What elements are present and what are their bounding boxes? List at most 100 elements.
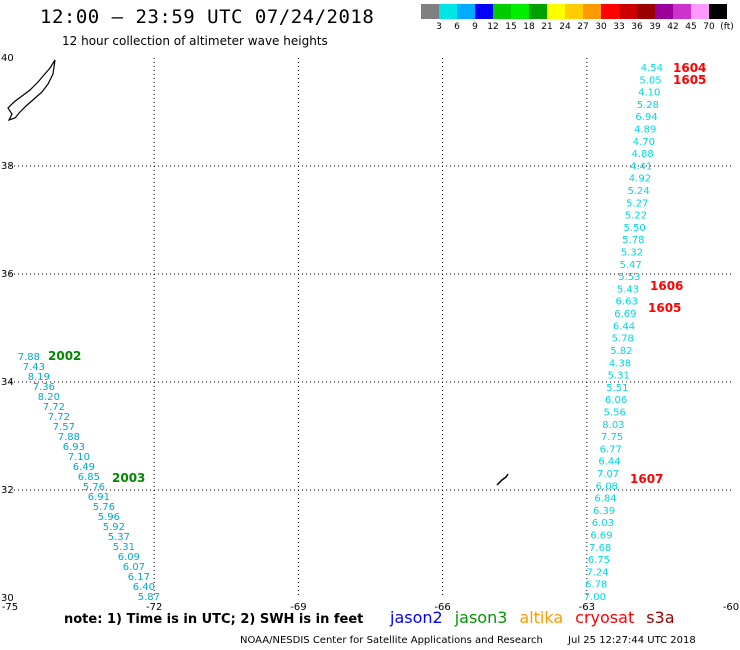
- lon-axis-label: -60: [723, 602, 739, 613]
- swh-value-east: 6.69: [614, 309, 636, 320]
- swh-value-west: 8.20: [38, 392, 60, 403]
- legend-swatch: [493, 4, 511, 19]
- pass-label: 1604: [673, 61, 706, 75]
- swh-value-east: 7.00: [584, 592, 606, 603]
- swh-value-east: 6.77: [600, 444, 622, 455]
- swh-value-west: 6.17: [128, 572, 150, 583]
- swh-value-east: 5.24: [627, 186, 649, 197]
- swh-value-east: 7.07: [597, 469, 619, 480]
- legend-label: 9: [472, 22, 478, 32]
- swh-value-east: 5.22: [625, 211, 647, 222]
- swh-value-west: 7.10: [68, 452, 90, 463]
- swh-value-east: 4.70: [633, 137, 655, 148]
- legend-swatch: [673, 4, 691, 19]
- swh-value-east: 5.78: [622, 235, 644, 246]
- map-subtitle: 12 hour collection of altimeter wave hei…: [62, 34, 328, 48]
- footer-credit: NOAA/NESDIS Center for Satellite Applica…: [240, 635, 543, 646]
- swh-value-east: 5.05: [639, 75, 661, 86]
- legend-swatch: [691, 4, 709, 19]
- swh-value-west: 7.72: [48, 412, 70, 423]
- satellite-jason3: jason3: [454, 608, 508, 627]
- swh-value-east: 6.94: [635, 112, 657, 123]
- swh-value-east: 4.38: [609, 358, 631, 369]
- swh-value-west: 6.09: [118, 552, 140, 563]
- legend-label: 27: [577, 22, 589, 32]
- swh-value-east: 6.39: [593, 506, 615, 517]
- map-title: 12:00 – 23:59 UTC 07/24/2018: [40, 6, 375, 28]
- footer-timestamp: Jul 25 12:27:44 UTC 2018: [568, 635, 696, 646]
- swh-value-east: 7.68: [589, 543, 611, 554]
- legend-label: 30: [595, 22, 607, 32]
- legend-label: 33: [613, 22, 625, 32]
- legend-label: 42: [667, 22, 679, 32]
- legend-swatch: [547, 4, 565, 19]
- swh-value-west: 7.57: [53, 422, 75, 433]
- satellite-jason2: jason2: [390, 608, 443, 627]
- legend-swatch: [601, 4, 619, 19]
- swh-value-east: 6.69: [590, 530, 612, 541]
- swh-value-west: 8.19: [28, 372, 50, 383]
- swh-value-east: 5.28: [637, 100, 659, 111]
- swh-value-east: 4.88: [631, 149, 653, 160]
- swh-value-east: 6.03: [592, 518, 614, 529]
- swh-value-east: 5.56: [604, 407, 626, 418]
- swh-value-west: 6.40: [133, 582, 155, 593]
- lon-axis-label: -72: [146, 602, 162, 613]
- lon-axis-label: -69: [290, 602, 306, 613]
- swh-value-west: 6.07: [123, 562, 145, 573]
- legend-label: 24: [559, 22, 571, 32]
- pass-label: 2002: [48, 349, 81, 363]
- swh-value-west: 5.76: [83, 482, 105, 493]
- legend-swatch: [475, 4, 493, 19]
- swh-value-west: 6.85: [78, 472, 100, 483]
- swh-value-west: 5.37: [108, 532, 130, 543]
- legend-label: 18: [523, 22, 535, 32]
- swh-value-west: 7.43: [23, 362, 45, 373]
- swh-value-east: 6.08: [596, 481, 618, 492]
- legend-swatch: [565, 4, 583, 19]
- swh-value-east: 4.89: [634, 125, 656, 136]
- note-text: note: 1) Time is in UTC; 2) SWH is in fe…: [64, 612, 364, 627]
- swh-value-west: 7.88: [18, 352, 40, 363]
- pass-label: 1607: [630, 472, 663, 486]
- legend-swatch: [655, 4, 673, 19]
- swh-value-east: 5.50: [624, 223, 646, 234]
- swh-value-east: 5.78: [612, 334, 634, 345]
- swh-value-west: 5.31: [113, 542, 135, 553]
- lat-axis-label: 32: [1, 485, 14, 496]
- swh-value-east: 6.75: [588, 555, 610, 566]
- legend-swatch: [439, 4, 457, 19]
- swh-value-east: 7.24: [586, 567, 608, 578]
- lon-axis-label: -75: [2, 602, 18, 613]
- lat-axis-label: 34: [1, 377, 14, 388]
- legend-label: 70: [703, 22, 715, 32]
- pass-label: 1605: [673, 73, 706, 87]
- swh-value-east: 7.75: [601, 432, 623, 443]
- swh-value-east: 5.47: [620, 260, 642, 271]
- legend-swatch: [421, 4, 439, 19]
- legend-swatch: [529, 4, 547, 19]
- swh-value-west: 6.91: [88, 492, 110, 503]
- legend-swatch: [619, 4, 637, 19]
- satellite-altika: altika: [519, 608, 564, 627]
- pass-label: 1605: [648, 301, 681, 315]
- swh-value-west: 7.88: [58, 432, 80, 443]
- legend-label: 6: [454, 22, 460, 32]
- swh-value-east: 4.10: [638, 88, 660, 99]
- coastline: [7, 59, 56, 122]
- swh-value-east: 6.78: [585, 580, 607, 591]
- swh-value-east: 5.27: [626, 198, 648, 209]
- legend-label: 39: [649, 22, 661, 32]
- lat-axis-label: 30: [1, 593, 14, 604]
- swh-value-east: 6.44: [598, 457, 620, 468]
- legend-label: 45: [685, 22, 697, 32]
- lat-axis-label: 36: [1, 269, 14, 280]
- legend-label: 21: [541, 22, 553, 32]
- legend-swatch: [457, 4, 475, 19]
- satellite-s3a: s3a: [646, 608, 675, 627]
- swh-value-east: 6.06: [605, 395, 627, 406]
- swh-value-west: 6.49: [73, 462, 95, 473]
- swh-value-west: 5.87: [138, 592, 160, 603]
- bermuda-island: [496, 473, 509, 486]
- legend-label: 12: [487, 22, 499, 32]
